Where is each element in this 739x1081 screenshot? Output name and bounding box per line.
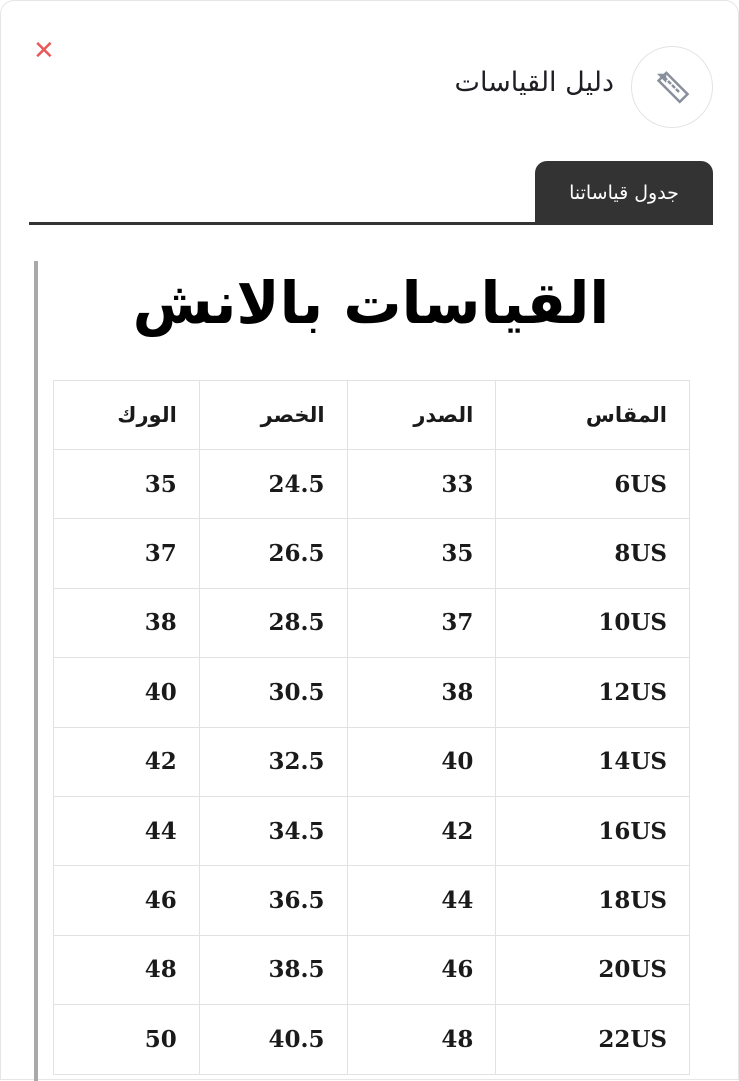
table-row: 20US 46 38.5 48 bbox=[53, 934, 690, 1006]
table-row: 8US 35 26.5 37 bbox=[53, 518, 690, 589]
table-row: 12US 38 30.5 40 bbox=[53, 657, 690, 728]
table-header-row: المقاس الصدر الخصر الورك bbox=[53, 380, 690, 450]
ruler-pencil-icon bbox=[631, 46, 713, 128]
table-row: 10US 37 28.5 38 bbox=[53, 587, 690, 659]
table-row: 16US 42 34.5 44 bbox=[53, 795, 690, 867]
table-cell: 16US bbox=[495, 795, 690, 867]
table-cell: 42 bbox=[53, 726, 200, 797]
close-icon[interactable]: ✕ bbox=[33, 36, 55, 66]
table-cell: 36.5 bbox=[198, 865, 348, 936]
table-cell: 14US bbox=[495, 726, 690, 797]
table-cell: 6US bbox=[495, 448, 690, 520]
table-cell: 40.5 bbox=[198, 1004, 348, 1075]
table-cell: 50 bbox=[53, 1004, 200, 1075]
table-row: 22US 48 40.5 50 bbox=[53, 1004, 690, 1075]
table-cell: 46 bbox=[53, 865, 200, 936]
table-cell: 37 bbox=[346, 587, 497, 659]
column-header: المقاس bbox=[495, 380, 690, 450]
table-cell: 44 bbox=[346, 865, 497, 936]
table-cell: 26.5 bbox=[198, 518, 348, 589]
table-cell: 30.5 bbox=[198, 657, 348, 728]
scrollbar[interactable] bbox=[34, 261, 38, 1081]
table-cell: 44 bbox=[53, 795, 200, 867]
table-cell: 38.5 bbox=[198, 934, 348, 1006]
table-cell: 40 bbox=[53, 657, 200, 728]
table-cell: 48 bbox=[346, 1004, 497, 1075]
table-cell: 35 bbox=[346, 518, 497, 589]
table-cell: 12US bbox=[495, 657, 690, 728]
page-title: دليل القياسات bbox=[454, 67, 614, 98]
table-cell: 37 bbox=[53, 518, 200, 589]
table-cell: 8US bbox=[495, 518, 690, 589]
table-row: 18US 44 36.5 46 bbox=[53, 865, 690, 936]
size-chart-title: القياسات بالانش bbox=[132, 269, 610, 337]
tab-underline bbox=[29, 222, 713, 225]
table-cell: 46 bbox=[346, 934, 497, 1006]
table-cell: 20US bbox=[495, 934, 690, 1006]
table-cell: 40 bbox=[346, 726, 497, 797]
table-cell: 42 bbox=[346, 795, 497, 867]
table-cell: 32.5 bbox=[198, 726, 348, 797]
table-cell: 24.5 bbox=[198, 448, 348, 520]
column-header: الصدر bbox=[346, 380, 497, 450]
table-cell: 33 bbox=[346, 448, 497, 520]
table-cell: 28.5 bbox=[198, 587, 348, 659]
table-cell: 38 bbox=[346, 657, 497, 728]
table-cell: 22US bbox=[495, 1004, 690, 1075]
column-header: الخصر bbox=[198, 380, 348, 450]
table-cell: 48 bbox=[53, 934, 200, 1006]
size-table: المقاس الصدر الخصر الورك 6US 33 24.5 35 8US 3… bbox=[53, 380, 690, 1075]
table-cell: 18US bbox=[495, 865, 690, 936]
table-row: 6US 33 24.5 35 bbox=[53, 448, 690, 520]
column-header: الورك bbox=[53, 380, 200, 450]
table-cell: 38 bbox=[53, 587, 200, 659]
table-cell: 34.5 bbox=[198, 795, 348, 867]
table-cell: 35 bbox=[53, 448, 200, 520]
table-cell: 10US bbox=[495, 587, 690, 659]
table-row: 14US 40 32.5 42 bbox=[53, 726, 690, 797]
tab-our-sizes[interactable]: جدول قياساتنا bbox=[535, 161, 713, 225]
